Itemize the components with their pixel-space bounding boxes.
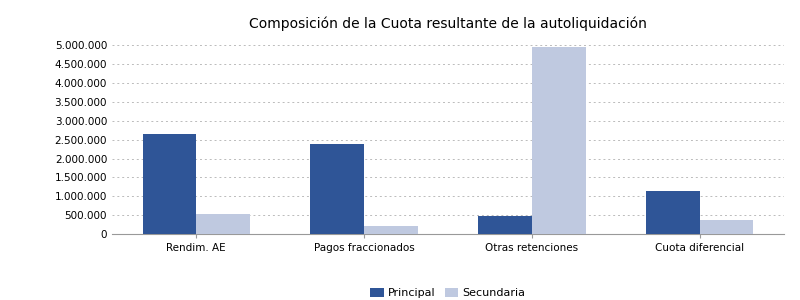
Title: Composición de la Cuota resultante de la autoliquidación: Composición de la Cuota resultante de la…: [249, 16, 647, 31]
Legend: Principal, Secundaria: Principal, Secundaria: [366, 283, 530, 300]
Bar: [142, 134, 196, 234]
Bar: [478, 216, 532, 234]
Bar: [364, 226, 418, 234]
Bar: [310, 144, 364, 234]
Bar: [532, 47, 586, 234]
Bar: [646, 191, 700, 234]
Bar: [700, 220, 754, 234]
Bar: [196, 214, 250, 234]
